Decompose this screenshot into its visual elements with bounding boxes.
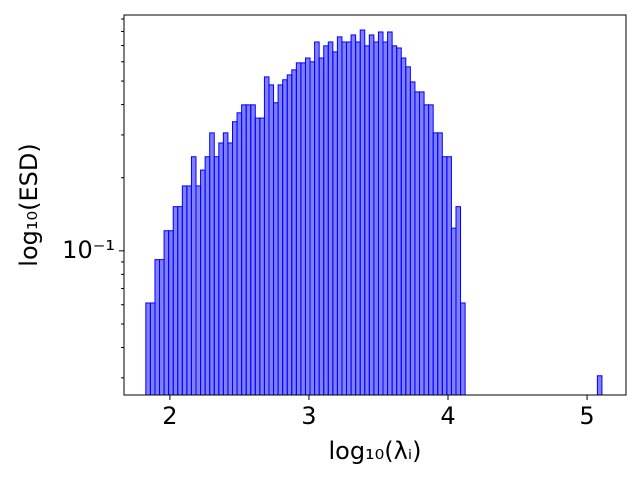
bar	[418, 91, 425, 396]
bar	[428, 104, 434, 396]
bar	[414, 91, 420, 396]
bar	[409, 81, 416, 396]
bar	[368, 34, 375, 396]
bar	[455, 206, 462, 396]
bar	[273, 102, 279, 396]
x-tick-label: 4	[440, 402, 455, 430]
bar	[227, 142, 233, 396]
bar	[145, 302, 151, 396]
bar	[190, 156, 197, 396]
bar	[432, 132, 439, 396]
bar	[327, 41, 334, 396]
bar	[377, 31, 384, 396]
bar	[382, 41, 389, 396]
bar	[218, 142, 224, 396]
bar	[318, 57, 325, 396]
bar	[460, 302, 466, 396]
bar	[186, 185, 192, 396]
bar	[181, 185, 188, 396]
bar	[400, 57, 407, 396]
bar	[295, 62, 302, 396]
bar	[396, 47, 402, 396]
bar	[304, 57, 311, 396]
bar	[391, 45, 398, 396]
bar	[245, 104, 252, 396]
bar	[437, 132, 443, 396]
bar	[309, 61, 316, 396]
bar	[159, 259, 165, 396]
bar	[263, 76, 270, 396]
bar	[364, 45, 370, 396]
bar	[277, 84, 284, 396]
bar	[286, 74, 293, 396]
bar	[282, 79, 288, 396]
bar	[359, 29, 366, 396]
bar	[346, 41, 352, 396]
y-axis-label: log₁₀(ESD)	[15, 143, 43, 266]
bar	[300, 62, 306, 396]
plot-frame	[123, 14, 627, 396]
bar	[259, 117, 265, 396]
bar	[323, 45, 329, 396]
bar	[254, 117, 261, 396]
bar	[596, 375, 603, 396]
bar	[387, 31, 393, 396]
x-tick-label: 5	[579, 402, 594, 430]
bar	[195, 185, 202, 396]
bar	[222, 132, 229, 396]
bar	[336, 36, 343, 396]
bar	[241, 104, 247, 396]
bar	[450, 227, 457, 396]
bar	[332, 51, 338, 396]
bar	[441, 156, 448, 396]
bar	[291, 69, 297, 396]
bar	[341, 41, 348, 396]
x-tick-label: 2	[162, 402, 177, 430]
bar	[423, 104, 430, 396]
bar	[172, 206, 179, 396]
x-axis-label: log₁₀(λᵢ)	[328, 437, 421, 465]
bar	[231, 121, 238, 396]
x-tick-label: 3	[301, 402, 316, 430]
bar	[314, 41, 320, 396]
y-tick-label: 10⁻¹	[62, 236, 115, 264]
bar	[405, 66, 411, 396]
bar	[168, 230, 174, 396]
bar	[163, 230, 170, 396]
bar	[268, 84, 275, 396]
bar	[154, 259, 161, 396]
bar	[373, 41, 379, 396]
bar	[209, 132, 215, 396]
bar	[250, 104, 256, 396]
bar	[236, 112, 243, 396]
bar	[177, 206, 183, 396]
bar	[446, 156, 452, 396]
bar	[213, 156, 220, 396]
bar	[204, 156, 211, 396]
bar	[350, 34, 357, 396]
bar	[149, 302, 156, 396]
bar	[355, 41, 361, 396]
bar	[200, 169, 206, 396]
